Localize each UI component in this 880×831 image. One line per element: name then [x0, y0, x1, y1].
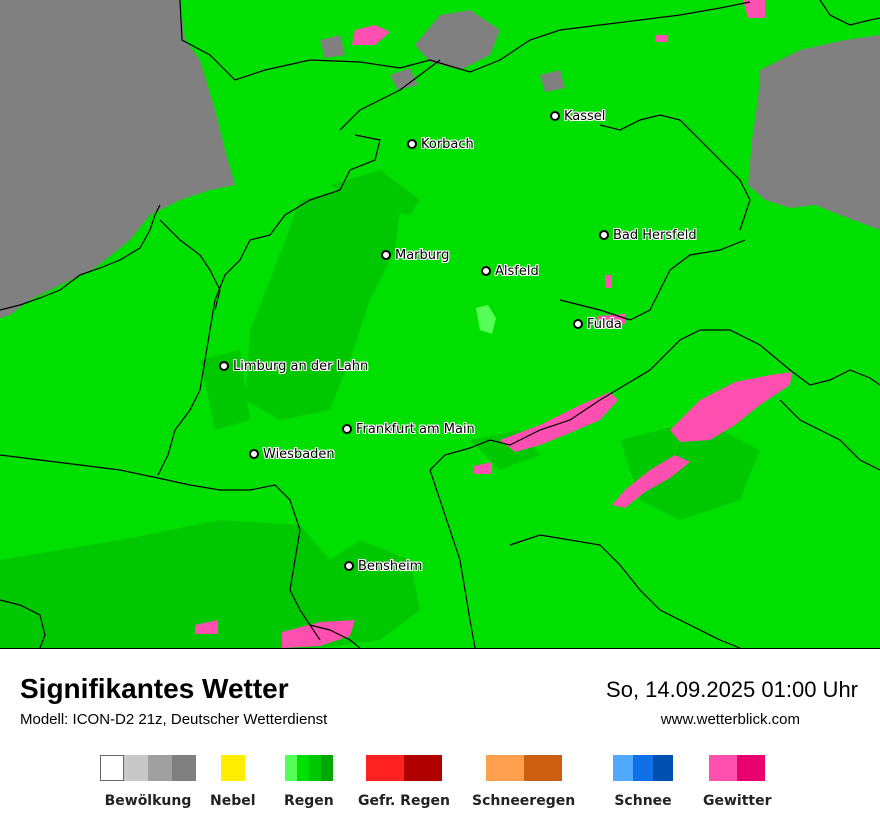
light-rain-patch [476, 305, 496, 334]
legend-nebel: Nebel [210, 755, 256, 809]
legend-swatches [485, 755, 562, 781]
legend-swatch [737, 755, 766, 781]
legend-swatch [124, 755, 148, 781]
city-label-marburg: Marburg [395, 247, 450, 263]
map-footer: Signifikantes Wetter Modell: ICON-D2 21z… [0, 648, 880, 831]
city-dot [407, 139, 417, 149]
legend-swatch [172, 755, 196, 781]
city-dot [550, 111, 560, 121]
legend-gewitter: Gewitter [703, 755, 772, 809]
legend-bewoelkung: Bewölkung [100, 755, 196, 809]
legend-label: Schneeregen [472, 793, 576, 809]
legend-regen: Regen [284, 755, 334, 809]
legend-gefr-regen: Gefr. Regen [358, 755, 450, 809]
legend-swatches [365, 755, 442, 781]
legend-swatches [284, 755, 333, 781]
legend-label: Bewölkung [104, 793, 192, 809]
legend-swatch [296, 755, 309, 781]
city-marker-bensheim: Bensheim [344, 558, 422, 574]
city-dot [599, 230, 609, 240]
city-label-korbach: Korbach [421, 136, 474, 152]
map-title: Signifikantes Wetter [20, 673, 289, 704]
legend-swatch [284, 755, 297, 781]
city-marker-bad-hersfeld: Bad Hersfeld [599, 227, 697, 243]
model-info: Modell: ICON-D2 21z, Deutscher Wetterdie… [20, 711, 328, 728]
city-dot [573, 319, 583, 329]
legend-schneeregen: Schneeregen [472, 755, 575, 809]
legend-swatch [485, 755, 524, 781]
city-marker-limburg: Limburg an der Lahn [219, 358, 368, 374]
legend-swatches [613, 755, 673, 781]
city-marker-korbach: Korbach [407, 136, 474, 152]
city-label-kassel: Kassel [564, 108, 606, 124]
city-label-frankfurt: Frankfurt am Main [356, 421, 475, 437]
city-dot [344, 561, 354, 571]
city-marker-alsfeld: Alsfeld [481, 263, 539, 279]
legend-swatch [653, 755, 673, 781]
forecast-datetime: So, 14.09.2025 01:00 Uhr [606, 677, 858, 702]
legend-swatch [633, 755, 653, 781]
legend-swatch [148, 755, 172, 781]
legend-swatch [308, 755, 321, 781]
city-label-wiesbaden: Wiesbaden [263, 446, 335, 462]
city-marker-marburg: Marburg [381, 247, 449, 263]
weather-map: Kassel Korbach Bad Hersfeld Marburg Alsf… [0, 0, 880, 648]
city-marker-wiesbaden: Wiesbaden [249, 446, 335, 462]
legend-label: Regen [284, 793, 334, 809]
legend-swatch [220, 755, 245, 781]
city-dot [249, 449, 259, 459]
legend-swatch [365, 755, 404, 781]
legend-swatch [403, 755, 442, 781]
cloud-areas [0, 0, 880, 318]
city-dot [381, 250, 391, 260]
city-dot [342, 424, 352, 434]
map-layers [0, 0, 880, 648]
legend-schnee: Schnee [613, 755, 673, 809]
city-dot [481, 266, 491, 276]
moderate-rain-areas [0, 170, 820, 648]
state-borders [0, 0, 880, 648]
city-label-bad-hersfeld: Bad Hersfeld [613, 227, 697, 243]
legend-swatches [100, 755, 196, 781]
website-link[interactable]: www.wetterblick.com [660, 711, 800, 728]
legend-swatch [523, 755, 562, 781]
city-label-bensheim: Bensheim [358, 558, 423, 574]
legend-swatch [613, 755, 633, 781]
city-label-limburg: Limburg an der Lahn [233, 358, 369, 374]
legend-label: Gefr. Regen [358, 793, 450, 809]
city-label-fulda: Fulda [587, 316, 622, 332]
legend-label: Gewitter [703, 793, 772, 809]
city-marker-frankfurt: Frankfurt am Main [342, 421, 475, 437]
legend-swatches [709, 755, 766, 781]
city-dot [219, 361, 229, 371]
city-marker-kassel: Kassel [550, 108, 605, 124]
legend-label: Schnee [614, 793, 672, 809]
legend-label: Nebel [210, 793, 256, 809]
legend-swatch [709, 755, 738, 781]
legend-swatches [220, 755, 245, 781]
legend-swatch [320, 755, 333, 781]
city-marker-fulda: Fulda [573, 316, 622, 332]
legend-swatch [100, 755, 124, 781]
city-label-alsfeld: Alsfeld [495, 263, 539, 279]
